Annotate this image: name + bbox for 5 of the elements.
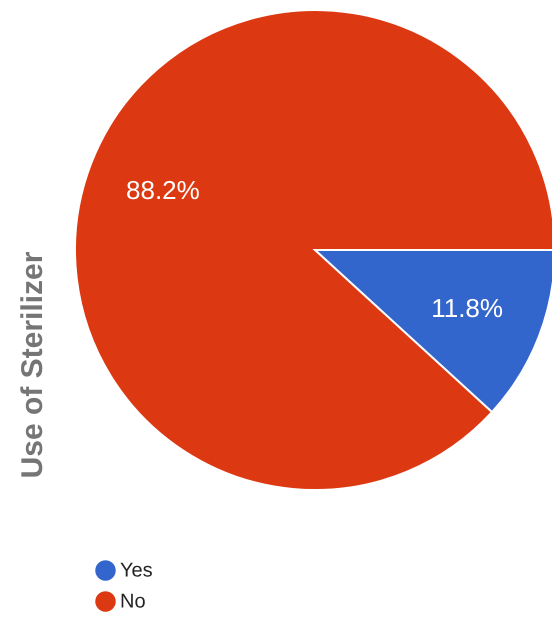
- data-label: 11.8%: [431, 293, 504, 324]
- legend-label: Yes: [120, 560, 153, 582]
- text: Use of Sterilizer: [16, 251, 49, 478]
- legend-label: No: [120, 590, 146, 612]
- data-label: 88.2%: [126, 174, 200, 205]
